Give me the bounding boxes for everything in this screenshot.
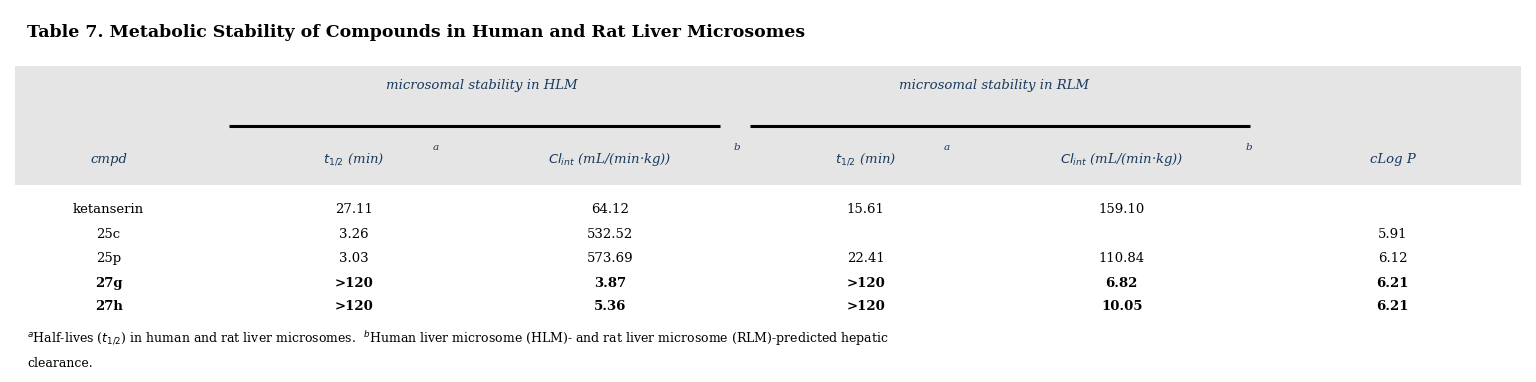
Text: a: a — [945, 143, 951, 152]
Text: 6.21: 6.21 — [1376, 277, 1409, 290]
Text: ketanserin: ketanserin — [74, 202, 144, 215]
Text: 3.87: 3.87 — [594, 277, 627, 290]
Text: clearance.: clearance. — [28, 357, 94, 370]
Text: >120: >120 — [335, 277, 373, 290]
Text: 15.61: 15.61 — [846, 202, 885, 215]
Text: 27g: 27g — [95, 277, 123, 290]
Text: 6.21: 6.21 — [1376, 300, 1409, 313]
Text: 5.91: 5.91 — [1378, 228, 1407, 241]
Text: 110.84: 110.84 — [1098, 252, 1144, 265]
Text: 6.82: 6.82 — [1106, 277, 1138, 290]
Text: microsomal stability in RLM: microsomal stability in RLM — [899, 79, 1089, 92]
Text: $Cl_{int}$ (mL/(min·kg)): $Cl_{int}$ (mL/(min·kg)) — [1060, 151, 1184, 168]
Text: 573.69: 573.69 — [587, 252, 633, 265]
Text: 3.03: 3.03 — [339, 252, 369, 265]
Text: >120: >120 — [335, 300, 373, 313]
Text: $^a$Half-lives ($t_{1/2}$) in human and rat liver microsomes.  $^b$Human liver m: $^a$Half-lives ($t_{1/2}$) in human and … — [28, 330, 889, 348]
Text: 22.41: 22.41 — [846, 252, 885, 265]
Text: 532.52: 532.52 — [587, 228, 633, 241]
Text: 5.36: 5.36 — [594, 300, 627, 313]
Text: b: b — [733, 143, 740, 152]
Text: 25c: 25c — [97, 228, 121, 241]
Text: 27.11: 27.11 — [335, 202, 373, 215]
Text: 159.10: 159.10 — [1098, 202, 1144, 215]
Text: cmpd: cmpd — [91, 153, 127, 166]
Text: 6.12: 6.12 — [1378, 252, 1407, 265]
Text: 25p: 25p — [97, 252, 121, 265]
Text: 64.12: 64.12 — [591, 202, 628, 215]
Text: b: b — [1246, 143, 1252, 152]
Text: 10.05: 10.05 — [1101, 300, 1143, 313]
Text: a: a — [432, 143, 438, 152]
Text: cLog P: cLog P — [1370, 153, 1416, 166]
Text: 3.26: 3.26 — [339, 228, 369, 241]
Text: >120: >120 — [846, 277, 885, 290]
Text: $t_{1/2}$ (min): $t_{1/2}$ (min) — [836, 152, 897, 167]
Text: $t_{1/2}$ (min): $t_{1/2}$ (min) — [324, 152, 384, 167]
Bar — [15, 66, 1521, 185]
Text: 27h: 27h — [95, 300, 123, 313]
Text: Table 7. Metabolic Stability of Compounds in Human and Rat Liver Microsomes: Table 7. Metabolic Stability of Compound… — [28, 24, 805, 40]
Text: microsomal stability in HLM: microsomal stability in HLM — [386, 79, 578, 92]
Text: $Cl_{int}$ (mL/(min·kg)): $Cl_{int}$ (mL/(min·kg)) — [548, 151, 671, 168]
Text: >120: >120 — [846, 300, 885, 313]
